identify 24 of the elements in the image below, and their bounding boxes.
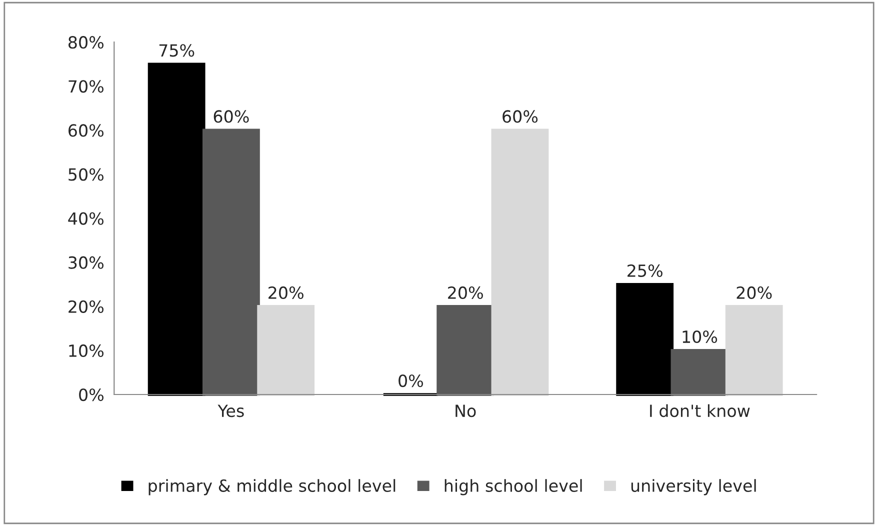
data-label: 0%	[398, 374, 424, 388]
y-tick-label: 50%	[68, 168, 104, 181]
data-label: 60%	[214, 110, 249, 123]
data-label: 20%	[736, 286, 772, 299]
y-tick-label: 60%	[68, 124, 104, 137]
x-tick-label: Yes	[218, 404, 244, 418]
y-tick-label: 40%	[68, 212, 104, 225]
legend-label: university level	[631, 479, 756, 496]
data-label: 20%	[448, 286, 483, 299]
data-label: 10%	[682, 330, 718, 344]
y-tick-label: 80%	[68, 36, 104, 49]
legend-label: high school level	[444, 479, 582, 496]
y-tick-label: 0%	[79, 388, 104, 402]
y-tick-label: 30%	[68, 256, 104, 269]
x-tick-label: No	[456, 404, 476, 418]
data-label: 25%	[628, 264, 662, 277]
data-label: 75%	[159, 44, 194, 57]
y-tick-label: 70%	[68, 80, 104, 93]
data-label: 60%	[502, 110, 538, 123]
y-tick-label: 20%	[68, 300, 104, 313]
legend-label: primary & middle school level	[148, 479, 396, 496]
data-label: 20%	[268, 286, 304, 299]
x-tick-label: I don't know	[650, 404, 750, 418]
y-tick-label: 10%	[69, 344, 104, 358]
